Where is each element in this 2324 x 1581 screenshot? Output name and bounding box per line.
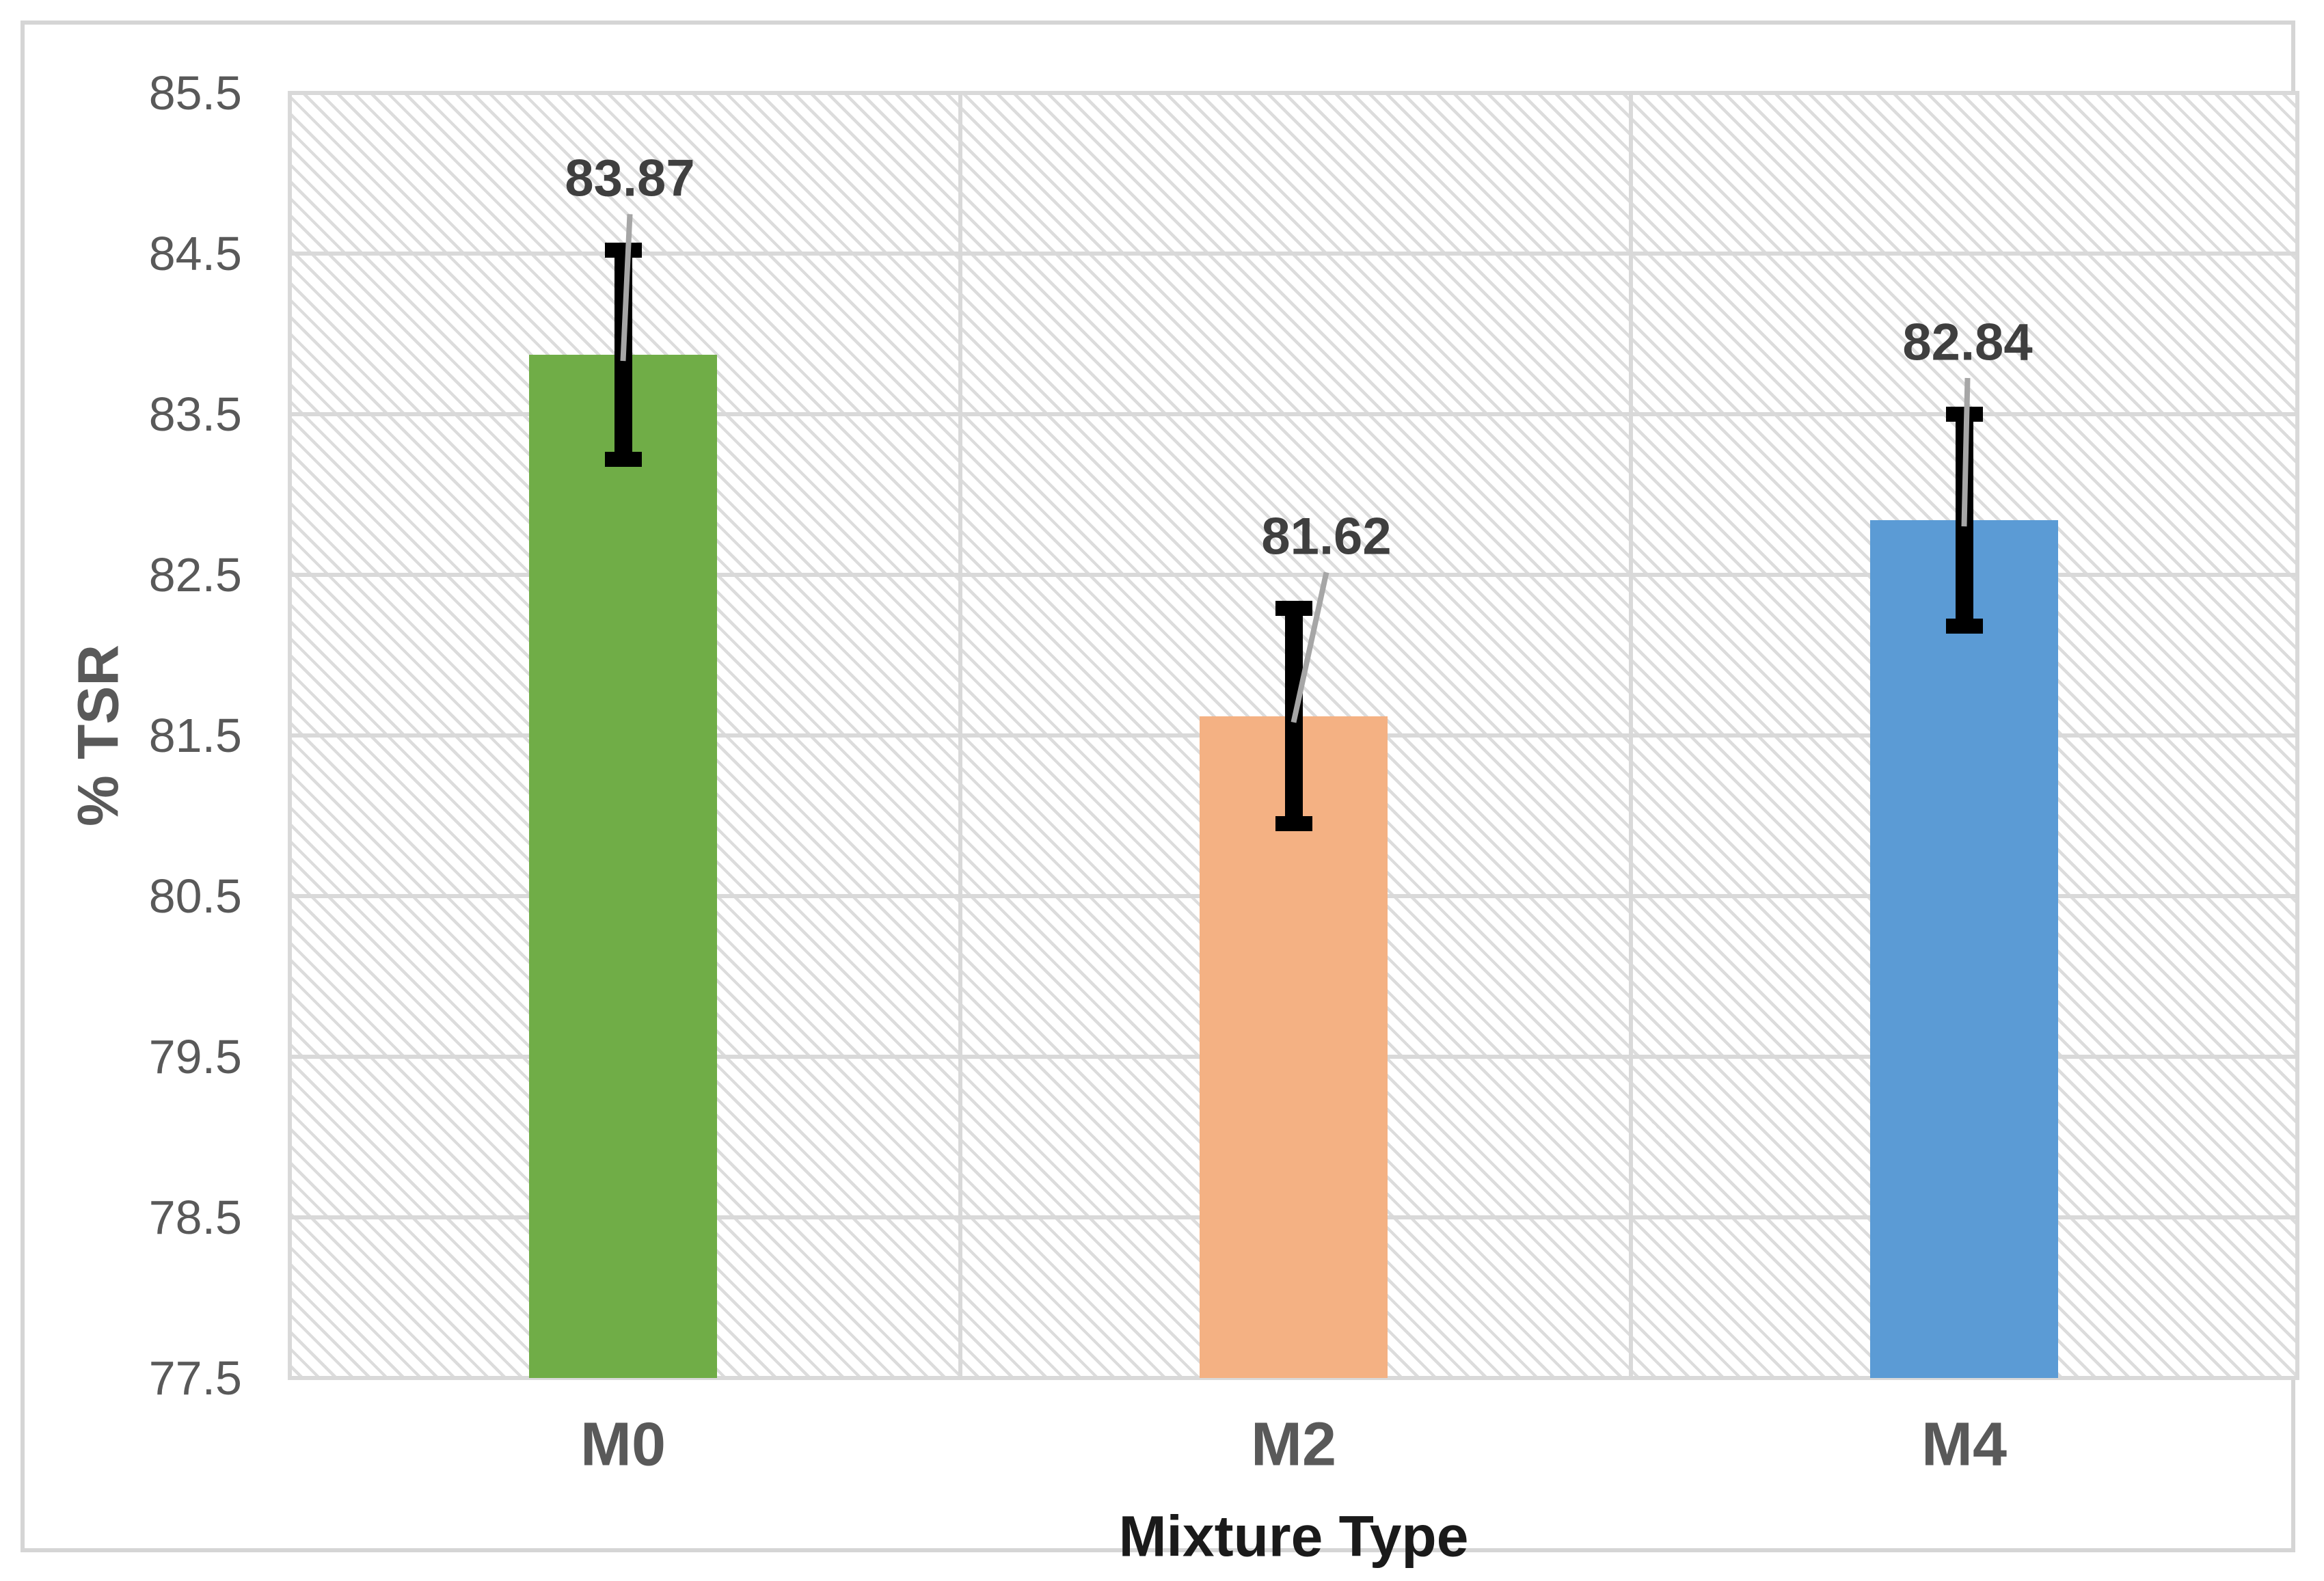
horizontal-gridline <box>288 91 2299 95</box>
y-tick-label: 84.5 <box>148 227 242 280</box>
vertical-gridline <box>2295 93 2299 1378</box>
horizontal-gridline <box>288 1376 2299 1380</box>
y-tick-label: 80.5 <box>148 869 242 923</box>
y-tick-label: 77.5 <box>148 1351 242 1405</box>
data-label-m4: 82.84 <box>1902 313 2033 372</box>
error-bar-m4 <box>1955 414 1973 627</box>
data-label-m2: 81.62 <box>1261 507 1392 566</box>
horizontal-gridline <box>288 412 2299 416</box>
category-label-m4: M4 <box>1921 1410 2008 1479</box>
data-label-m0: 83.87 <box>565 149 695 208</box>
y-tick-label: 82.5 <box>148 548 242 602</box>
bar-m0 <box>529 355 717 1378</box>
vertical-gridline <box>958 93 962 1378</box>
error-bar-cap <box>1945 619 1983 634</box>
horizontal-gridline <box>288 252 2299 256</box>
plot-area: 83.87 81.62 82.84 <box>288 91 2299 1380</box>
error-bar-cap <box>1945 407 1983 422</box>
x-axis-title: Mixture Type <box>1118 1504 1469 1569</box>
error-bar-m0 <box>614 250 632 459</box>
category-label-m2: M2 <box>1250 1410 1337 1479</box>
y-tick-label: 85.5 <box>148 66 242 120</box>
bar-m4 <box>1870 520 2058 1378</box>
error-bar-m2 <box>1284 608 1303 824</box>
error-bar-cap <box>604 243 642 258</box>
error-bar-cap <box>1275 816 1312 832</box>
y-tick-label: 81.5 <box>148 709 242 762</box>
chart-frame: 83.87 81.62 82.84 % TSR Mixture Type 85.5 8… <box>21 21 2299 1569</box>
vertical-gridline <box>288 93 292 1378</box>
y-tick-label: 83.5 <box>148 388 242 441</box>
category-label-m0: M0 <box>580 1410 666 1479</box>
error-bar-cap <box>604 451 642 467</box>
vertical-gridline <box>1629 93 1633 1378</box>
y-tick-label: 79.5 <box>148 1030 242 1083</box>
y-tick-label: 78.5 <box>148 1191 242 1244</box>
error-bar-cap <box>1275 601 1312 617</box>
